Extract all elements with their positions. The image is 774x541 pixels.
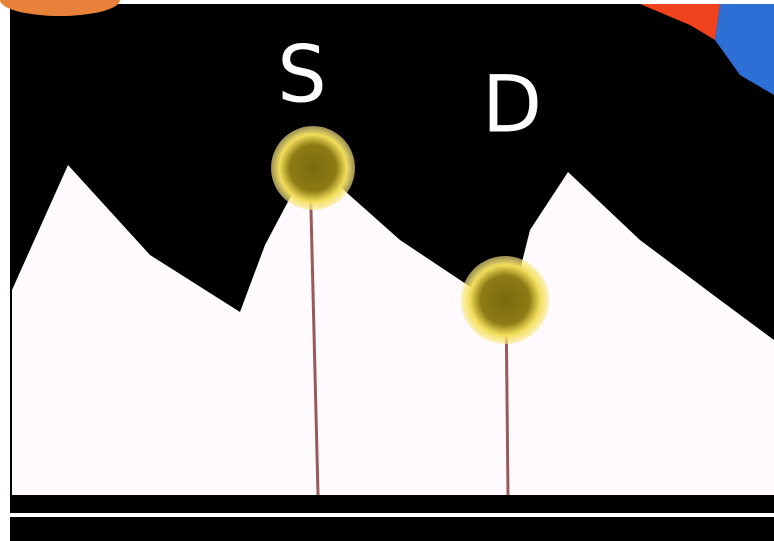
red-blob [640, 4, 720, 40]
sawtooth-shape [12, 160, 774, 495]
s-line [308, 169, 320, 496]
s-marker [271, 126, 355, 210]
bottom-bar [10, 495, 774, 511]
bottom-line [10, 513, 774, 517]
label-d: D [482, 60, 542, 150]
orange-blob [0, 0, 120, 16]
label-s: S [277, 30, 327, 120]
d-marker [461, 256, 549, 344]
blue-blob [715, 4, 774, 95]
